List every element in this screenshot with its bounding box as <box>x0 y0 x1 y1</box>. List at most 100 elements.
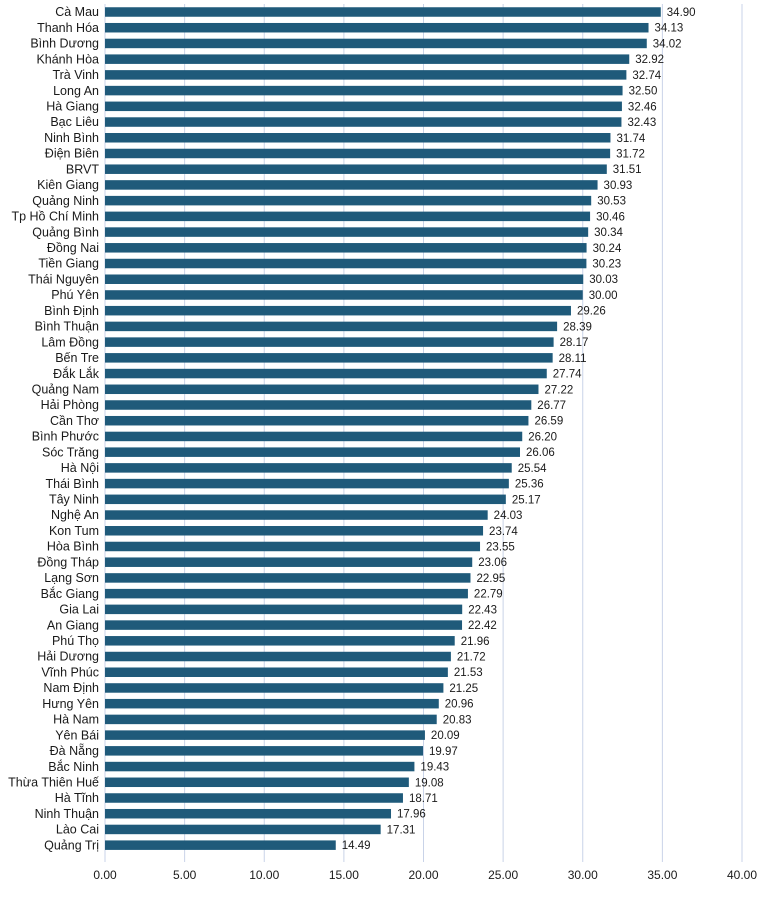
data-label: 30.53 <box>597 196 626 208</box>
category-label: Lạng Sơn <box>44 571 99 585</box>
category-label: Tây Ninh <box>49 493 99 507</box>
category-label: Lào Cai <box>56 823 99 837</box>
bar <box>105 714 437 725</box>
category-label: Nghệ An <box>51 508 99 522</box>
data-label: 26.06 <box>526 447 555 459</box>
category-label: Hà Nam <box>53 713 99 727</box>
bar <box>105 683 444 693</box>
x-tick-label: 20.00 <box>408 868 438 882</box>
x-tick-label: 35.00 <box>647 868 677 882</box>
data-label: 31.51 <box>613 164 642 176</box>
category-label: Đà Nẵng <box>50 743 99 758</box>
bar <box>105 793 403 803</box>
x-tick-label: 30.00 <box>568 868 598 882</box>
bar <box>105 227 589 237</box>
data-label: 30.23 <box>592 259 621 271</box>
data-label: 28.39 <box>563 321 592 333</box>
category-label: Cần Thơ <box>50 414 99 428</box>
category-label: Khánh Hòa <box>36 52 99 66</box>
category-label: Hà Giang <box>46 100 99 114</box>
bar <box>105 243 587 253</box>
category-label: Quảng Trị <box>44 838 99 852</box>
bar <box>105 777 409 788</box>
bar <box>105 274 584 284</box>
bar <box>105 133 611 143</box>
bar <box>105 808 392 819</box>
category-label: Quảng Bình <box>32 225 99 239</box>
category-label: Hải Dương <box>37 650 99 664</box>
data-label: 19.08 <box>415 777 444 789</box>
category-label: Đồng Nai <box>47 241 99 255</box>
data-label: 31.72 <box>616 148 645 160</box>
data-label: 32.43 <box>627 117 656 129</box>
bar <box>105 761 415 772</box>
category-label: Gia Lai <box>59 603 99 617</box>
category-label: Quảng Nam <box>32 382 99 396</box>
bar <box>105 305 571 316</box>
bar <box>105 478 509 489</box>
x-tick-label: 25.00 <box>488 868 518 882</box>
bar <box>105 824 381 835</box>
data-label: 21.72 <box>457 652 486 664</box>
bar <box>105 290 583 300</box>
bar <box>105 541 481 552</box>
category-label: Bình Định <box>44 304 99 318</box>
bar <box>105 400 532 410</box>
bar <box>105 431 523 442</box>
category-label: Hải Phòng <box>41 398 99 412</box>
bar <box>105 85 623 96</box>
data-label: 34.13 <box>655 23 684 35</box>
category-label: BRVT <box>66 162 99 176</box>
category-label: Bạc Liêu <box>50 115 99 129</box>
x-tick-label: 0.00 <box>93 868 117 882</box>
data-label: 14.49 <box>342 840 371 852</box>
data-label: 20.96 <box>445 699 474 711</box>
data-label: 32.50 <box>629 86 658 98</box>
category-label: Hà Nội <box>61 461 99 475</box>
data-label: 21.25 <box>449 683 478 695</box>
data-label: 23.55 <box>486 541 515 553</box>
data-label: 28.17 <box>560 337 589 349</box>
data-label: 21.53 <box>454 667 483 679</box>
bar <box>105 180 598 190</box>
data-label: 30.93 <box>604 180 633 192</box>
data-label: 22.95 <box>476 573 505 585</box>
category-label: Ninh Bình <box>44 131 99 145</box>
category-label: Bắc Ninh <box>48 759 99 774</box>
category-label: Bình Phước <box>32 430 99 444</box>
bar <box>105 117 622 127</box>
value-labels: 34.90 34.13 34.02 32.92 32.74 32.50 32.46 32.43… <box>342 7 696 852</box>
data-label: 19.43 <box>420 762 449 774</box>
bar <box>105 54 630 64</box>
data-label: 32.46 <box>628 101 657 113</box>
x-tick-label: 15.00 <box>329 868 359 882</box>
data-label: 30.24 <box>593 243 622 255</box>
bar <box>105 746 424 756</box>
category-label: Tp Hồ Chí Minh <box>11 210 99 224</box>
data-label: 25.17 <box>512 494 541 506</box>
bar <box>105 22 649 33</box>
category-label: Đắk Lắk <box>53 366 100 381</box>
bar <box>105 651 451 662</box>
x-axis-ticks: 0.00 5.00 10.00 15.00 20.00 25.00 30.00 35.00 40… <box>93 868 757 882</box>
category-label: Kiên Giang <box>37 178 99 192</box>
bar <box>105 557 473 567</box>
bar <box>105 70 627 80</box>
data-label: 18.71 <box>409 793 438 805</box>
bar <box>105 415 529 426</box>
bar <box>105 840 336 850</box>
bar <box>105 667 448 677</box>
data-label: 22.79 <box>474 589 503 601</box>
category-label: Hòa Bình <box>47 540 99 554</box>
data-label: 32.74 <box>632 70 661 82</box>
data-label: 26.77 <box>537 400 566 412</box>
category-label: Sóc Trăng <box>42 445 99 459</box>
data-label: 17.96 <box>397 809 426 821</box>
data-label: 30.00 <box>589 290 618 302</box>
category-label: Trà Vinh <box>52 68 99 82</box>
data-label: 27.74 <box>553 369 582 381</box>
bar <box>105 604 463 615</box>
data-label: 31.74 <box>616 133 645 145</box>
category-label: Hà Tĩnh <box>55 791 99 805</box>
bar <box>105 384 539 395</box>
